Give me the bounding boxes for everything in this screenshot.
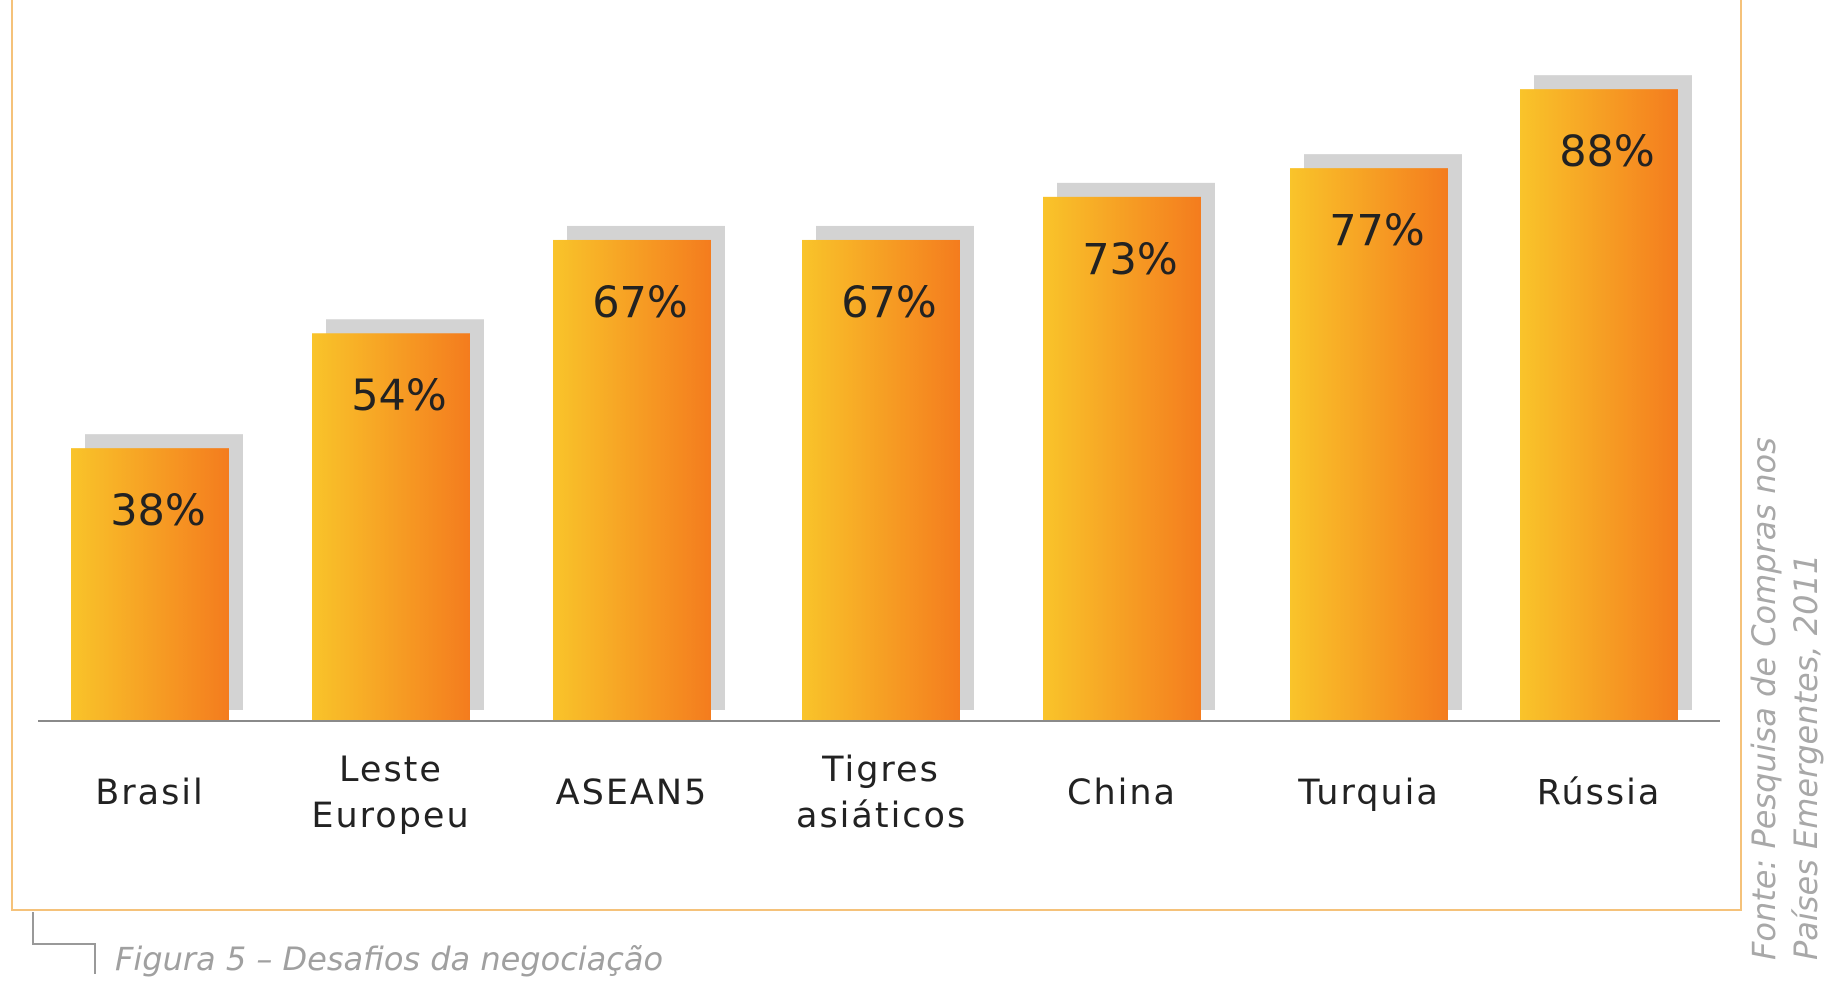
- caption-bracket: [32, 912, 96, 974]
- value-label: 67%: [841, 277, 937, 328]
- value-label: 38%: [110, 486, 206, 537]
- frame: [11, 0, 1742, 911]
- x-tick-label: Rússia: [1536, 773, 1662, 813]
- x-tick-label: Leste Europeu: [311, 750, 471, 836]
- value-label: 77%: [1329, 206, 1425, 257]
- x-tick-label: Brasil: [95, 773, 205, 813]
- bar: [1290, 168, 1448, 721]
- value-label: 54%: [351, 371, 447, 422]
- value-label: 67%: [592, 277, 688, 328]
- bar: [312, 333, 470, 721]
- x-tick-label: Turquia: [1298, 773, 1440, 813]
- bar: [1520, 89, 1678, 721]
- caption: Figura 5 – Desafios da negociação: [115, 940, 664, 978]
- bar: [71, 448, 229, 721]
- x-tick-label: China: [1067, 773, 1177, 813]
- bar: [1043, 196, 1201, 722]
- x-tick-label: Tigres asiáticos: [796, 750, 968, 836]
- value-label: 73%: [1082, 234, 1178, 285]
- value-label: 88%: [1559, 127, 1655, 178]
- bar: [802, 239, 960, 721]
- source: Fonte: Pesquisa de Compras nos Países Em…: [1745, 437, 1825, 960]
- bar: [553, 239, 711, 721]
- x-tick-label: ASEAN5: [555, 773, 709, 813]
